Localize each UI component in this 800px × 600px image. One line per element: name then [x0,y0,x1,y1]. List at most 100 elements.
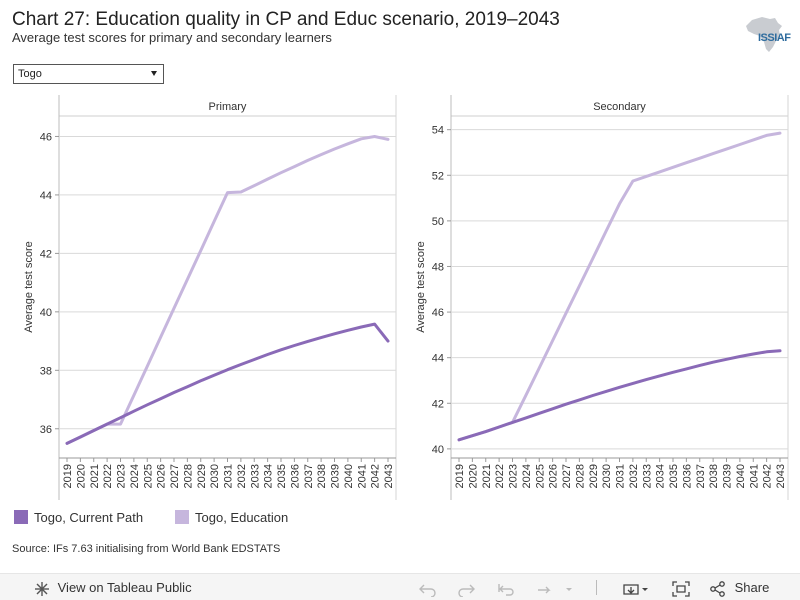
x-tick-label: 2037 [695,464,707,488]
panel-title: Primary [209,101,247,113]
x-tick-label: 2034 [263,464,275,488]
x-tick-label: 2028 [182,464,194,488]
x-tick-label: 2035 [668,464,680,488]
revert-icon [498,583,514,596]
y-tick-label: 44 [432,353,444,365]
download-button[interactable] [622,574,652,600]
legend-swatch-education [175,510,189,524]
tableau-toolbar: View on Tableau Public Share [0,573,800,600]
revert-button[interactable] [496,574,516,600]
x-tick-label: 2023 [508,464,520,488]
x-tick-label: 2043 [383,464,395,488]
x-tick-label: 2024 [129,464,141,488]
series-line-togo-current-path [457,349,782,442]
x-tick-label: 2041 [356,464,368,488]
x-tick-label: 2019 [454,464,466,488]
y-tick-label: 54 [432,125,444,137]
y-tick-label: 38 [40,365,52,377]
legend-item-current-path[interactable]: Togo, Current Path [14,510,143,525]
y-tick-label: 42 [432,398,444,410]
refresh-button[interactable] [534,574,554,600]
x-tick-label: 2024 [521,464,533,488]
x-tick-label: 2030 [601,464,613,488]
legend-swatch-current-path [14,510,28,524]
share-button[interactable]: Share [710,574,769,600]
x-tick-label: 2042 [762,464,774,488]
y-tick-label: 52 [432,170,444,182]
redo-icon [458,584,475,597]
x-tick-label: 2042 [370,464,382,488]
x-tick-label: 2031 [223,464,235,488]
iss-logo-text: ISSIAF [758,32,791,44]
share-label: Share [734,580,770,595]
undo-icon [419,584,436,597]
legend-label-education: Togo, Education [195,510,289,525]
y-tick-label: 48 [432,261,444,273]
x-tick-label: 2037 [303,464,315,488]
x-tick-label: 2025 [534,464,546,488]
x-tick-label: 2019 [62,464,74,488]
x-tick-label: 2043 [775,464,787,488]
legend-item-education[interactable]: Togo, Education [175,510,288,525]
x-tick-label: 2030 [209,464,221,488]
x-tick-label: 2027 [561,464,573,488]
download-icon [623,583,648,595]
x-tick-label: 2038 [708,464,720,488]
y-tick-label: 46 [40,131,52,143]
x-tick-label: 2036 [289,464,301,488]
y-tick-label: 44 [40,190,52,202]
x-tick-label: 2023 [116,464,128,488]
pause-dropdown-button[interactable] [564,574,574,600]
series-line-togo-education [457,131,782,442]
series-line-togo-current-path [65,322,390,445]
y-axis-label: Average test score [23,241,35,333]
chart-subtitle: Average test scores for primary and seco… [12,30,332,45]
x-tick-label: 2040 [343,464,355,488]
legend-label-current-path: Togo, Current Path [34,510,144,525]
source-note: Source: IFs 7.63 initialising from World… [12,543,281,555]
x-tick-label: 2022 [494,464,506,488]
panel-header [451,95,788,116]
chevron-down-icon [566,587,572,591]
x-tick-label: 2035 [276,464,288,488]
x-tick-label: 2029 [588,464,600,488]
y-axis-label: Average test score [415,241,427,333]
x-tick-label: 2039 [722,464,734,488]
x-tick-label: 2033 [641,464,653,488]
panel-header [59,95,396,116]
chart-panel-1: Secondary 40 42 44 46 48 50 52 54 Average test sc… [415,95,789,500]
view-on-tableau-button[interactable]: View on Tableau Public [34,574,192,600]
x-tick-label: 2031 [615,464,627,488]
y-tick-label: 42 [40,248,52,260]
country-filter-value: Togo [18,68,42,80]
x-tick-label: 2036 [681,464,693,488]
x-tick-label: 2039 [330,464,342,488]
x-tick-label: 2034 [655,464,667,488]
undo-button[interactable] [418,574,438,600]
share-icon [710,580,725,597]
view-on-tableau-label: View on Tableau Public [57,580,192,595]
chart-title: Chart 27: Education quality in CP and Ed… [12,9,560,30]
x-tick-label: 2038 [316,464,328,488]
x-tick-label: 2032 [236,464,248,488]
x-tick-label: 2033 [249,464,261,488]
fullscreen-icon [672,580,690,597]
fullscreen-button[interactable] [672,574,690,600]
x-tick-label: 2022 [102,464,114,488]
x-tick-label: 2040 [735,464,747,488]
country-filter-dropdown[interactable]: Togo [13,64,164,84]
x-tick-label: 2020 [75,464,87,488]
tableau-logo-icon [35,581,49,596]
redo-button[interactable] [456,574,476,600]
toolbar-divider [596,580,597,595]
x-tick-label: 2041 [748,464,760,488]
x-tick-label: 2026 [156,464,168,488]
y-tick-label: 46 [432,307,444,319]
y-tick-label: 40 [40,307,52,319]
x-tick-label: 2021 [89,464,101,488]
chevron-down-icon [151,71,157,76]
panel-title: Secondary [593,101,646,113]
x-tick-label: 2032 [628,464,640,488]
chart-panel-0: Primary 36 38 40 42 44 46 Average test score 201… [23,95,397,500]
refresh-icon [538,586,551,594]
